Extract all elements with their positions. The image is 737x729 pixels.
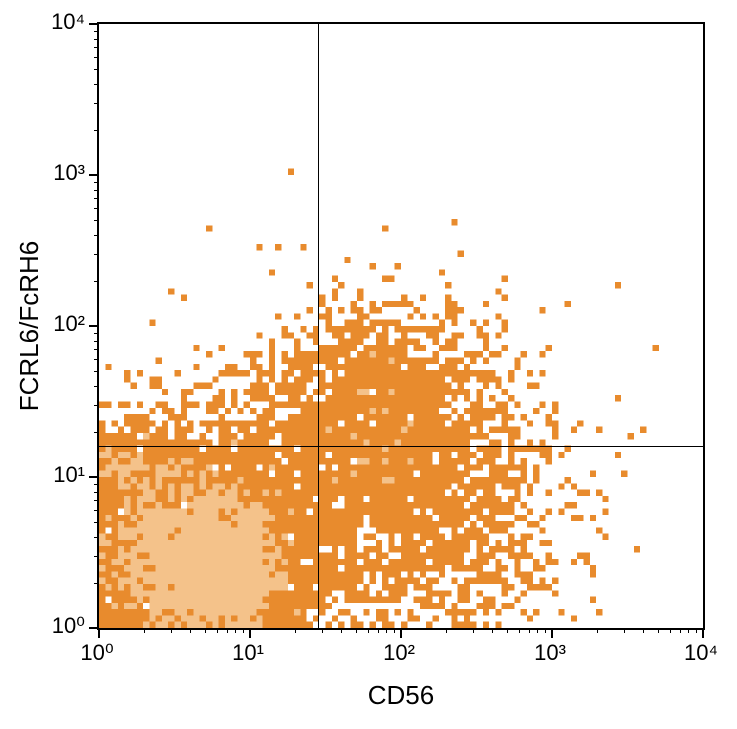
y-tick-minor — [94, 190, 99, 191]
x-tick-minor — [227, 628, 228, 633]
y-tick-major — [89, 23, 99, 25]
y-tick-minor — [94, 492, 99, 493]
x-tick-minor — [680, 628, 681, 633]
y-tick-minor — [94, 405, 99, 406]
x-tick-minor — [341, 628, 342, 633]
y-tick-minor — [94, 349, 99, 350]
y-tick-minor — [94, 281, 99, 282]
y-tick-minor — [94, 235, 99, 236]
y-tick-minor — [94, 208, 99, 209]
y-tick-minor — [94, 39, 99, 40]
y-tick-major — [89, 174, 99, 176]
y-tick-minor — [94, 69, 99, 70]
x-axis-tick-labels: 10⁰10¹10²10³10⁴ — [97, 642, 705, 682]
x-tick-label: 10³ — [534, 642, 566, 664]
y-tick-label: 10² — [53, 313, 85, 335]
y-tick-label: 10³ — [53, 162, 85, 184]
y-tick-label: 10⁴ — [51, 11, 85, 33]
y-tick-minor — [94, 583, 99, 584]
y-tick-minor — [94, 254, 99, 255]
y-tick-minor — [94, 341, 99, 342]
x-axis-title: CD56 — [97, 680, 705, 711]
x-tick-minor — [658, 628, 659, 633]
y-tick-minor — [94, 220, 99, 221]
x-tick-major — [249, 628, 251, 638]
x-tick-minor — [492, 628, 493, 633]
x-tick-major — [551, 628, 553, 638]
x-tick-minor — [243, 628, 244, 633]
x-tick-minor — [537, 628, 538, 633]
x-tick-minor — [171, 628, 172, 633]
y-tick-minor — [94, 47, 99, 48]
x-tick-label: 10⁰ — [80, 642, 113, 664]
x-tick-minor — [368, 628, 369, 633]
y-tick-minor — [94, 84, 99, 85]
y-tick-minor — [94, 130, 99, 131]
chart-container: FCRL6/FcRH6 10⁰10¹10²10³10⁴ 10⁰10¹10²10³… — [0, 0, 737, 729]
x-tick-minor — [190, 628, 191, 633]
y-tick-minor — [94, 371, 99, 372]
x-tick-minor — [529, 628, 530, 633]
x-tick-minor — [217, 628, 218, 633]
x-tick-minor — [205, 628, 206, 633]
y-tick-minor — [94, 484, 99, 485]
y-tick-minor — [94, 537, 99, 538]
y-tick-minor — [94, 57, 99, 58]
x-tick-minor — [545, 628, 546, 633]
y-tick-minor — [94, 510, 99, 511]
x-tick-minor — [322, 628, 323, 633]
x-tick-minor — [624, 628, 625, 633]
y-tick-minor — [94, 500, 99, 501]
y-tick-minor — [94, 198, 99, 199]
y-tick-minor — [94, 182, 99, 183]
x-tick-minor — [295, 628, 296, 633]
y-tick-minor — [94, 522, 99, 523]
y-tick-minor — [94, 386, 99, 387]
x-tick-minor — [446, 628, 447, 633]
y-axis-tick-labels: 10⁰10¹10²10³10⁴ — [0, 22, 85, 630]
y-tick-label: 10¹ — [53, 464, 85, 486]
y-tick-minor — [94, 31, 99, 32]
x-tick-minor — [688, 628, 689, 633]
x-tick-major — [702, 628, 704, 638]
quadrant-line-vertical — [318, 24, 319, 628]
plot-area — [97, 22, 705, 630]
x-tick-minor — [597, 628, 598, 633]
x-tick-label: 10⁴ — [684, 642, 718, 664]
x-tick-minor — [507, 628, 508, 633]
y-tick-label: 10⁰ — [52, 615, 85, 637]
x-tick-minor — [519, 628, 520, 633]
x-tick-major — [98, 628, 100, 638]
y-tick-minor — [94, 333, 99, 334]
x-tick-minor — [473, 628, 474, 633]
x-tick-minor — [643, 628, 644, 633]
density-canvas — [99, 24, 703, 628]
y-tick-major — [89, 325, 99, 327]
x-tick-minor — [386, 628, 387, 633]
x-tick-minor — [356, 628, 357, 633]
quadrant-line-horizontal — [99, 446, 703, 447]
x-tick-minor — [144, 628, 145, 633]
x-tick-minor — [670, 628, 671, 633]
x-tick-minor — [378, 628, 379, 633]
y-tick-minor — [94, 103, 99, 104]
x-tick-label: 10² — [383, 642, 415, 664]
x-tick-minor — [235, 628, 236, 633]
x-tick-minor — [696, 628, 697, 633]
x-tick-label: 10¹ — [232, 642, 264, 664]
x-tick-major — [400, 628, 402, 638]
y-tick-minor — [94, 556, 99, 557]
y-tick-major — [89, 476, 99, 478]
x-tick-minor — [394, 628, 395, 633]
y-tick-minor — [94, 432, 99, 433]
y-tick-minor — [94, 359, 99, 360]
